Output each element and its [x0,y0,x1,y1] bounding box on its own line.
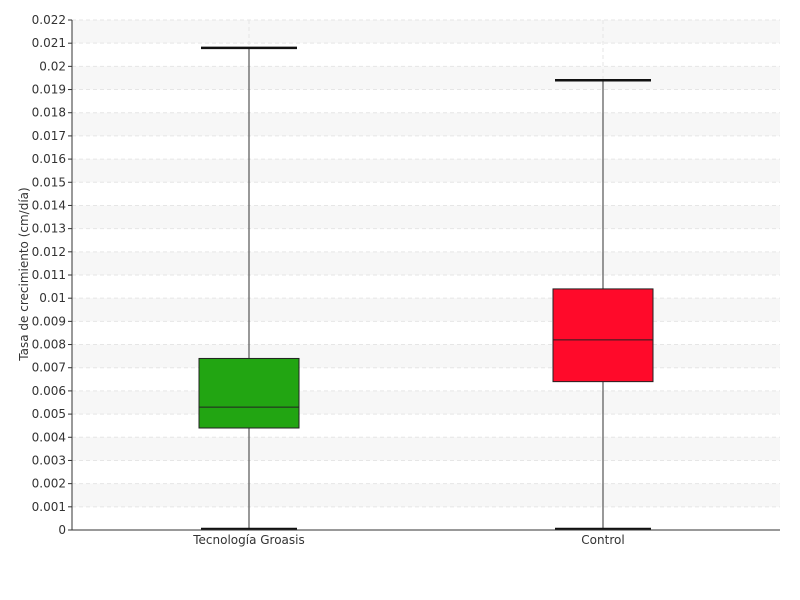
grid-band [72,20,780,44]
grid-band [72,205,780,229]
y-tick-label: 0.02 [39,59,66,73]
x-axis-labels: Tecnología Groasis Control [192,533,624,547]
y-tick-label: 0.009 [32,314,66,328]
y-axis-title: Tasa de crecimiento (cm/día) [17,187,31,361]
grid-band [72,344,780,368]
y-tick-label: 0.016 [32,152,66,166]
grid-band [72,112,780,136]
box-groasis [198,46,300,531]
y-tick-label: 0 [58,523,66,537]
y-tick-label: 0.007 [32,361,66,375]
y-tick-label: 0.005 [32,407,66,421]
x-category-label: Control [581,533,624,547]
grid-band [72,66,780,90]
y-tick-label: 0.014 [32,198,66,212]
y-tick-label: 0.022 [32,13,66,27]
box-control [552,79,654,531]
gridlines [72,19,780,530]
grid-band [72,390,780,415]
x-category-label: Tecnología Groasis [192,533,305,547]
iqr-box [198,357,300,429]
grid-band [72,437,780,461]
y-tick-label: 0.021 [32,36,66,50]
grid-band [72,159,780,183]
grid-band [72,251,780,275]
y-tick-label: 0.003 [32,453,66,467]
y-tick-label: 0.013 [32,222,66,236]
background-bands [72,20,780,507]
y-tick-label: 0.006 [32,384,66,398]
y-tick-label: 0.01 [39,291,66,305]
y-axis-ticks: 0 0.001 0.002 0.003 0.004 0.005 0.006 0.007 0.00… [32,13,72,537]
y-tick-label: 0.008 [32,338,66,352]
y-tick-label: 0.017 [32,129,66,143]
y-tick-label: 0.015 [32,175,66,189]
grid-band [72,298,780,322]
y-tick-label: 0.011 [32,268,66,282]
box-series [198,46,654,531]
y-tick-label: 0.001 [32,500,66,514]
grid-band [72,483,780,507]
y-tick-label: 0.004 [32,430,66,444]
y-tick-label: 0.002 [32,477,66,491]
y-tick-label: 0.019 [32,83,66,97]
iqr-box [552,288,654,383]
y-tick-label: 0.012 [32,245,66,259]
y-tick-label: 0.018 [32,106,66,120]
